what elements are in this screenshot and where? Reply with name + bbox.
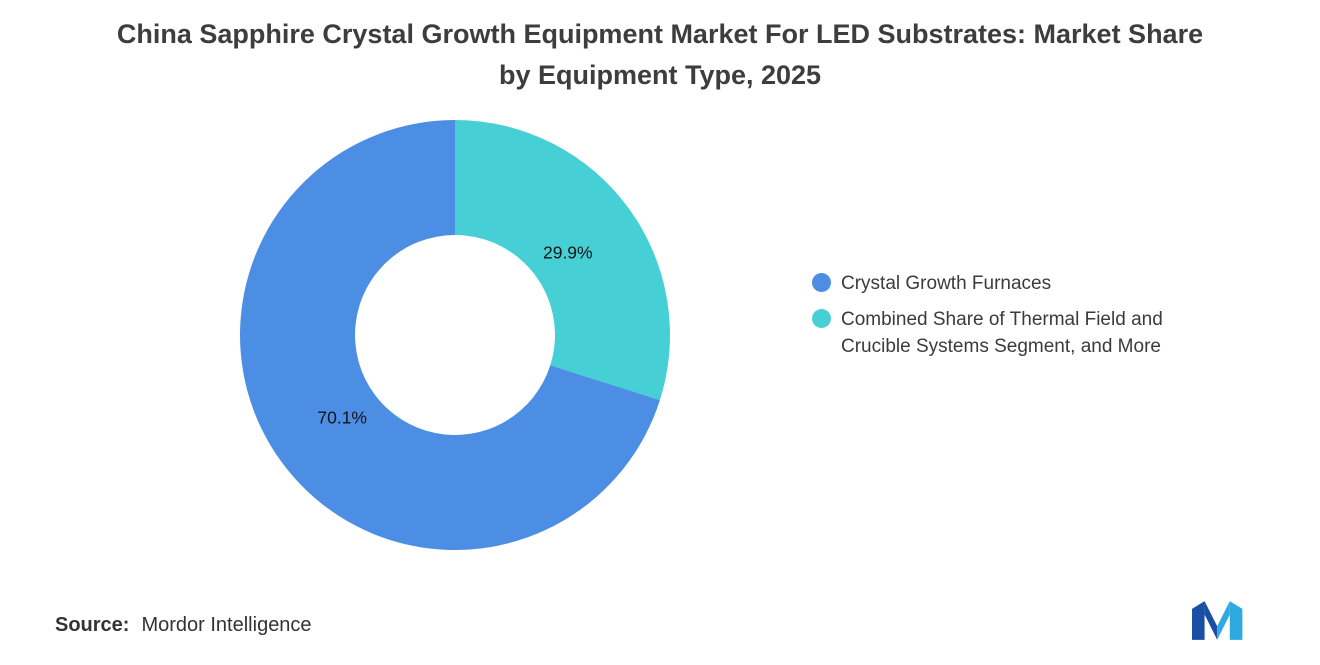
pie-slice-0[interactable] — [240, 120, 660, 550]
legend-label: Combined Share of Thermal Field and Cruc… — [841, 308, 1163, 358]
source-label: Source: — [55, 614, 130, 636]
mordor-intelligence-logo — [1192, 601, 1243, 640]
source-value: Mordor Intelligence — [141, 614, 312, 636]
logo-right-bar — [1229, 601, 1243, 640]
legend-swatch-teal — [812, 308, 831, 328]
logo-down-stroke — [1204, 601, 1218, 640]
source-line: Source: Mordor Intelligence — [55, 614, 312, 637]
pie-slice-1[interactable] — [455, 120, 670, 401]
legend-swatch-blue — [812, 273, 831, 292]
logo-up-stroke — [1217, 601, 1230, 640]
chart-title: China Sapphire Crystal Growth Equipment … — [116, 19, 1204, 90]
legend-label: Crystal Growth Furnaces — [841, 273, 1052, 294]
chart-area: 29.9% 70.1% — [238, 118, 672, 552]
donut-chart: 29.9% 70.1% — [240, 120, 670, 550]
logo-left-bar — [1192, 601, 1205, 640]
slice-value-label: 29.9% — [543, 243, 593, 263]
legend-item-crystal-growth-furnaces[interactable]: Crystal Growth Furnaces — [812, 270, 1231, 298]
legend-item-thermal-field-and-crucible[interactable]: Combined Share of Thermal Field and Cruc… — [812, 306, 1231, 361]
slice-value-label: 70.1% — [317, 407, 367, 427]
legend: Crystal Growth Furnaces Combined Share o… — [812, 270, 1231, 361]
